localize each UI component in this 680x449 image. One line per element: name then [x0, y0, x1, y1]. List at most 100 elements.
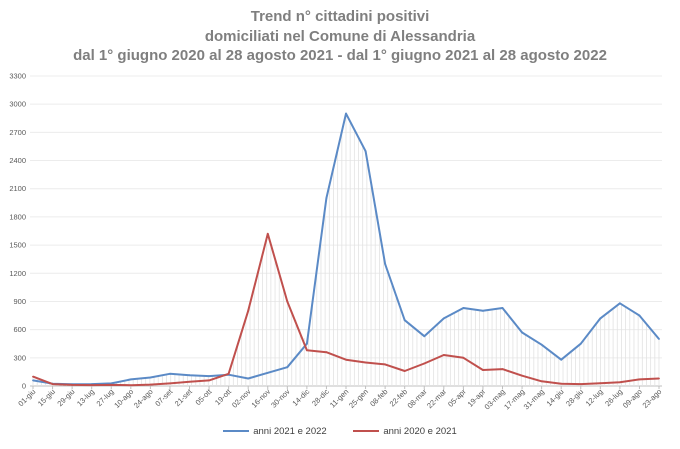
x-tick-label: 15-giu [36, 387, 57, 408]
y-tick-label: 3000 [9, 100, 26, 109]
data-point [599, 382, 602, 385]
data-point [51, 383, 54, 386]
data-point [560, 358, 563, 361]
data-point [501, 368, 504, 370]
data-point [482, 309, 484, 312]
hatch-layer [32, 113, 660, 386]
data-point [423, 362, 426, 365]
series-layer [32, 112, 660, 387]
legend-label: anni 2021 e 2022 [253, 425, 327, 437]
x-tick-label: 08-feb [368, 387, 389, 408]
data-point [345, 358, 347, 361]
data-point [579, 383, 582, 386]
x-tick-label: 30-nov [269, 387, 292, 410]
data-point [462, 307, 465, 309]
data-point [32, 375, 34, 378]
chart-subtitle-dates: dal 1° giugno 2020 al 28 agosto 2021 - d… [73, 47, 607, 64]
data-point [227, 372, 230, 375]
x-tick-label: 25-gen [347, 387, 370, 410]
data-point [149, 376, 152, 379]
x-tick-label: 16-nov [250, 387, 273, 410]
x-axis: 01-giu15-giu29-giu13-lug27-lug10-ago24-a… [16, 386, 663, 411]
data-point [286, 366, 289, 369]
x-tick-label: 09-ago [621, 387, 644, 410]
data-point [403, 370, 406, 372]
x-tick-label: 14-dic [290, 387, 311, 408]
y-axis: 0 300 600 900 1200 1500 1800 2100 2400 2700 3000 33… [9, 72, 26, 391]
x-tick-label: 08-mar [405, 387, 429, 411]
data-point [384, 262, 387, 265]
data-point [110, 383, 113, 386]
data-point [208, 379, 210, 382]
legend-swatch [353, 430, 380, 432]
data-point [345, 112, 347, 115]
data-point [638, 314, 641, 317]
y-tick-label: 2100 [9, 184, 26, 193]
data-point [579, 342, 582, 345]
data-point [71, 383, 74, 386]
data-point [188, 380, 191, 383]
y-tick-label: 2700 [9, 128, 26, 137]
x-tick-label: 02-nov [230, 387, 253, 410]
data-point [208, 375, 210, 378]
y-tick-label: 1200 [9, 269, 26, 278]
x-tick-label: 11-gen [328, 387, 350, 409]
x-tick-label: 10-ago [112, 387, 135, 410]
x-tick-label: 29-giu [55, 387, 76, 408]
x-tick-label: 28-dic [310, 387, 331, 408]
legend-item-2021-2022: anni 2021 e 2022 [223, 425, 327, 437]
x-tick-label: 31-mag [522, 387, 546, 411]
data-point [32, 379, 34, 382]
data-point [658, 377, 660, 380]
data-point [423, 335, 426, 338]
data-point [618, 381, 621, 384]
y-tick-label: 1500 [9, 241, 26, 250]
data-point [110, 382, 113, 385]
data-point [560, 382, 563, 385]
data-point [540, 380, 543, 383]
x-tick-label: 12-lug [584, 387, 605, 408]
x-tick-label: 24-ago [132, 387, 155, 410]
y-tick-label: 900 [13, 297, 26, 306]
data-point [325, 351, 328, 354]
y-tick-label: 300 [13, 353, 26, 362]
x-tick-label: 03-mag [483, 387, 507, 411]
data-point [658, 338, 660, 340]
data-point [442, 354, 445, 356]
data-point [305, 342, 308, 345]
data-point [286, 300, 289, 303]
x-tick-label: 05-ott [194, 386, 215, 407]
data-point [403, 319, 406, 322]
data-point [364, 361, 367, 364]
data-point [247, 309, 250, 312]
y-tick-label: 1800 [9, 212, 26, 221]
data-point [247, 377, 250, 380]
chart-title: Trend n° cittadini positivi [250, 8, 430, 25]
x-tick-label: 17-mag [502, 387, 526, 411]
data-point [325, 197, 328, 200]
legend-item-2020-2021: anni 2020 e 2021 [353, 425, 457, 437]
data-point [638, 378, 641, 381]
legend-swatch [223, 430, 250, 432]
data-point [266, 232, 269, 235]
data-point [442, 317, 445, 320]
data-point [129, 384, 132, 387]
data-point [90, 384, 93, 386]
x-tick-label: 05-apr [446, 387, 468, 409]
data-point [188, 374, 191, 377]
data-point [305, 349, 308, 352]
y-tick-label: 600 [13, 325, 26, 334]
x-tick-label: 07-set [153, 386, 175, 408]
data-point [521, 374, 523, 377]
data-point [482, 369, 484, 371]
x-tick-label: 14-giu [544, 387, 565, 408]
y-tick-label: 3300 [9, 72, 26, 81]
data-point [521, 331, 523, 334]
data-point [266, 371, 269, 374]
legend-label: anni 2020 e 2021 [383, 425, 457, 437]
x-tick-label: 28-giu [564, 387, 585, 408]
chart-subtitle: domiciliati nel Comune di Alessandria [204, 28, 476, 45]
data-point [462, 356, 465, 359]
data-point [364, 150, 367, 153]
